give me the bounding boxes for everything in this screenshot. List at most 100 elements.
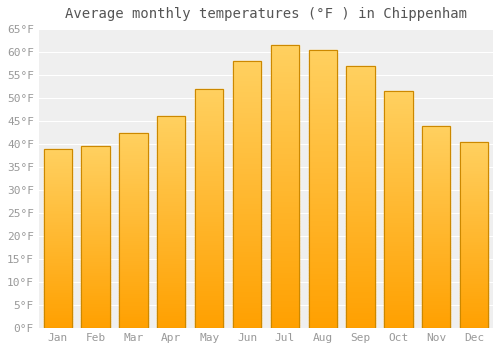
- Bar: [384, 240, 412, 243]
- Bar: [270, 90, 299, 93]
- Bar: [460, 179, 488, 181]
- Bar: [195, 209, 224, 211]
- Bar: [270, 121, 299, 124]
- Bar: [346, 297, 375, 299]
- Bar: [44, 312, 72, 314]
- Bar: [384, 160, 412, 162]
- Bar: [270, 254, 299, 258]
- Bar: [384, 217, 412, 219]
- Bar: [422, 180, 450, 182]
- Bar: [119, 252, 148, 254]
- Bar: [384, 210, 412, 212]
- Bar: [308, 86, 337, 89]
- Bar: [346, 129, 375, 132]
- Bar: [308, 228, 337, 231]
- Bar: [346, 278, 375, 281]
- Bar: [44, 258, 72, 260]
- Bar: [460, 309, 488, 312]
- Bar: [384, 252, 412, 255]
- Bar: [157, 290, 186, 292]
- Bar: [422, 243, 450, 245]
- Bar: [44, 242, 72, 244]
- Bar: [157, 269, 186, 271]
- Bar: [119, 213, 148, 215]
- Bar: [233, 171, 261, 173]
- Bar: [460, 185, 488, 187]
- Bar: [270, 178, 299, 181]
- Bar: [384, 222, 412, 224]
- Bar: [119, 154, 148, 156]
- Bar: [308, 233, 337, 236]
- Bar: [195, 206, 224, 209]
- Bar: [119, 183, 148, 186]
- Bar: [82, 312, 110, 314]
- Bar: [308, 264, 337, 267]
- Bar: [233, 160, 261, 163]
- Bar: [346, 74, 375, 76]
- Bar: [460, 261, 488, 263]
- Bar: [346, 111, 375, 113]
- Bar: [308, 219, 337, 222]
- Bar: [195, 91, 224, 94]
- Bar: [119, 279, 148, 281]
- Bar: [157, 273, 186, 275]
- Bar: [308, 231, 337, 233]
- Bar: [270, 159, 299, 161]
- Bar: [44, 300, 72, 301]
- Bar: [308, 172, 337, 175]
- Bar: [460, 326, 488, 328]
- Bar: [384, 164, 412, 167]
- Bar: [270, 204, 299, 206]
- Bar: [422, 255, 450, 257]
- Bar: [460, 284, 488, 285]
- Bar: [308, 278, 337, 281]
- Bar: [157, 142, 186, 144]
- Bar: [460, 272, 488, 274]
- Bar: [82, 146, 110, 148]
- Bar: [422, 318, 450, 320]
- Bar: [157, 262, 186, 265]
- Bar: [346, 213, 375, 215]
- Bar: [44, 204, 72, 206]
- Bar: [119, 187, 148, 189]
- Bar: [195, 122, 224, 125]
- Bar: [82, 294, 110, 295]
- Bar: [308, 153, 337, 155]
- Bar: [119, 199, 148, 201]
- Bar: [195, 259, 224, 261]
- Bar: [82, 292, 110, 294]
- Bar: [44, 321, 72, 323]
- Bar: [384, 231, 412, 233]
- Bar: [346, 97, 375, 100]
- Bar: [82, 221, 110, 223]
- Bar: [308, 197, 337, 200]
- Bar: [460, 308, 488, 309]
- Bar: [119, 150, 148, 152]
- Bar: [233, 168, 261, 171]
- Bar: [384, 179, 412, 181]
- Bar: [422, 211, 450, 213]
- Bar: [233, 120, 261, 122]
- Bar: [44, 158, 72, 160]
- Bar: [346, 247, 375, 250]
- Bar: [384, 167, 412, 169]
- Bar: [119, 267, 148, 270]
- Bar: [308, 64, 337, 66]
- Bar: [44, 217, 72, 219]
- Bar: [195, 89, 224, 91]
- Bar: [44, 323, 72, 324]
- Bar: [384, 181, 412, 184]
- Bar: [233, 197, 261, 200]
- Bar: [270, 314, 299, 317]
- Bar: [308, 131, 337, 133]
- Bar: [422, 172, 450, 174]
- Bar: [384, 176, 412, 179]
- Bar: [119, 272, 148, 273]
- Bar: [346, 160, 375, 163]
- Bar: [195, 180, 224, 182]
- Bar: [308, 78, 337, 80]
- Bar: [346, 92, 375, 95]
- Bar: [195, 254, 224, 257]
- Bar: [460, 296, 488, 298]
- Bar: [460, 218, 488, 220]
